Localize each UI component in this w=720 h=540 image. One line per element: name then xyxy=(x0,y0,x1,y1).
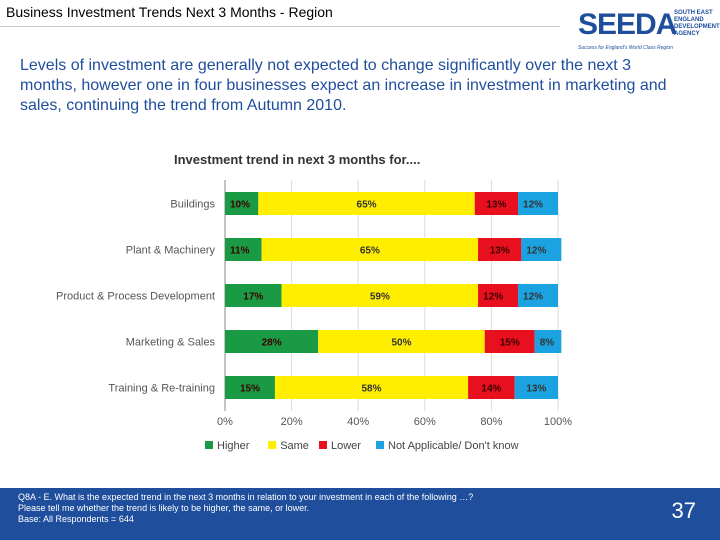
logo-side-line: ENGLAND xyxy=(674,17,704,23)
category-label: Product & Process Development xyxy=(56,291,215,303)
data-label: 65% xyxy=(360,246,380,257)
header-divider xyxy=(0,26,560,27)
intro-text: Levels of investment are generally not e… xyxy=(20,57,667,114)
x-tick-label: 0% xyxy=(217,416,233,428)
bar-segment xyxy=(258,192,475,215)
footer-bar: Q8A - E. What is the expected trend in t… xyxy=(0,488,720,540)
logo-side-line: SOUTH EAST xyxy=(674,10,713,16)
category-label: Training & Re-training xyxy=(108,383,215,395)
logo-side-text: SOUTH EAST ENGLAND DEVELOPMENT AGENCY xyxy=(674,10,720,38)
page-title: Business Investment Trends Next 3 Months… xyxy=(6,4,333,20)
bar-segment xyxy=(225,330,319,353)
legend-label: Not Applicable/ Don't know xyxy=(388,440,519,452)
logo-tagline: Success for England's World Class Region xyxy=(578,45,673,51)
data-label: 11% xyxy=(230,246,250,257)
chart-title: Investment trend in next 3 months for...… xyxy=(174,152,420,167)
bar-segment xyxy=(518,284,558,307)
data-label: 50% xyxy=(391,338,411,349)
data-label: 10% xyxy=(230,200,250,211)
investment-trend-chart: Investment trend in next 3 months for...… xyxy=(56,152,572,452)
bar-segment xyxy=(478,284,519,307)
data-label: 28% xyxy=(262,338,282,349)
bar-segment xyxy=(478,238,522,261)
legend-label: Higher xyxy=(217,440,250,452)
bar-segment xyxy=(468,376,515,399)
data-label: 65% xyxy=(357,200,377,211)
legend-swatch xyxy=(376,441,384,449)
bar-segment xyxy=(514,376,558,399)
bar-segment xyxy=(318,330,485,353)
bar-segment xyxy=(521,238,562,261)
data-label: 58% xyxy=(362,384,382,395)
footnote-line: Please tell me whether the trend is like… xyxy=(18,503,310,513)
data-label: 12% xyxy=(526,246,546,257)
category-label: Plant & Machinery xyxy=(126,245,216,257)
data-label: 14% xyxy=(481,384,501,395)
x-tick-label: 80% xyxy=(480,416,502,428)
category-label: Buildings xyxy=(170,199,215,211)
bar-segment xyxy=(281,284,479,307)
logo-wordmark: SEEDA xyxy=(578,8,677,41)
page-number: 37 xyxy=(671,498,696,523)
legend-label: Same xyxy=(280,440,309,452)
x-tick-label: 100% xyxy=(544,416,572,428)
legend-swatch xyxy=(205,441,213,449)
bar-segment xyxy=(274,376,469,399)
data-label: 13% xyxy=(526,384,546,395)
x-tick-label: 20% xyxy=(281,416,303,428)
seeda-logo: SEEDA SOUTH EAST ENGLAND DEVELOPMENT AGE… xyxy=(578,8,720,54)
data-label: 12% xyxy=(483,292,503,303)
bar-segment xyxy=(518,192,558,215)
bar-segment xyxy=(474,192,519,215)
data-label: 8% xyxy=(540,338,555,349)
bar-segment xyxy=(534,330,562,353)
data-label: 15% xyxy=(240,384,260,395)
legend-swatch xyxy=(268,441,277,449)
data-label: 12% xyxy=(523,200,543,211)
question-footnote: Q8A - E. What is the expected trend in t… xyxy=(18,492,578,525)
legend-label: Lower xyxy=(331,440,361,452)
data-label: 15% xyxy=(500,338,520,349)
footnote-line: Q8A - E. What is the expected trend in t… xyxy=(18,492,474,502)
bar-segment xyxy=(225,284,282,307)
data-label: 59% xyxy=(370,292,390,303)
logo-side-line: AGENCY xyxy=(674,31,700,37)
data-label: 17% xyxy=(243,292,263,303)
category-label: Marketing & Sales xyxy=(126,337,216,349)
data-label: 13% xyxy=(490,246,510,257)
x-tick-label: 40% xyxy=(347,416,369,428)
data-label: 13% xyxy=(486,200,506,211)
bar-segment xyxy=(484,330,535,353)
x-tick-label: 60% xyxy=(414,416,436,428)
bar-segment xyxy=(225,238,262,261)
legend-swatch xyxy=(319,441,327,449)
bar-segment xyxy=(225,192,259,215)
bar-segment xyxy=(261,238,479,261)
footnote-line: Base: All Respondents = 644 xyxy=(18,514,134,524)
logo-side-line: DEVELOPMENT xyxy=(674,24,720,30)
data-label: 12% xyxy=(523,292,543,303)
bar-segment xyxy=(225,376,275,399)
